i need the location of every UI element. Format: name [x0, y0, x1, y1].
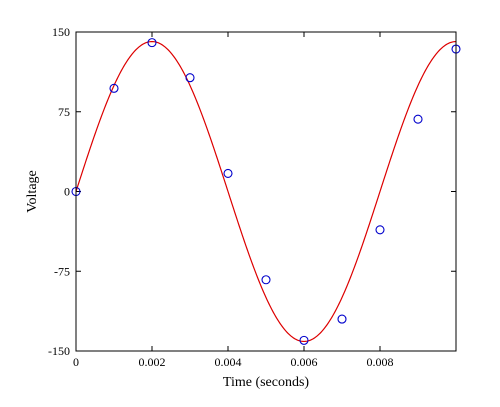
data-point: [147, 38, 157, 48]
data-point: [223, 168, 233, 178]
y-tick-label: -75: [54, 264, 70, 278]
x-tick-label: 0.002: [139, 355, 166, 369]
x-tick-label: 0.006: [291, 355, 318, 369]
x-tick-label: 0: [73, 355, 79, 369]
fit-curve: [75, 40, 457, 343]
x-axis-label: Time (seconds): [223, 375, 310, 390]
y-tick-label: -150: [48, 344, 70, 358]
data-point: [185, 73, 195, 83]
ticks-layer: [75, 31, 456, 352]
data-point: [109, 83, 119, 93]
y-tick-label: 75: [58, 105, 70, 119]
data-point: [299, 335, 309, 345]
data-point: [261, 275, 271, 285]
y-tick-label: 0: [64, 185, 70, 199]
tick-labels-layer: 0 0.002 0.004 0.006 0.008 -150 -75 0 75 150: [48, 25, 394, 369]
y-axis-label: Voltage: [25, 170, 40, 213]
points-layer: [71, 38, 461, 345]
curve-layer: [75, 40, 457, 343]
y-tick-label: 150: [52, 25, 70, 39]
data-point: [337, 314, 347, 324]
x-tick-label: 0.004: [215, 355, 242, 369]
x-tick-label: 0.008: [367, 355, 394, 369]
data-point: [375, 225, 385, 235]
data-point: [413, 114, 423, 124]
plot-frame: [75, 31, 457, 352]
